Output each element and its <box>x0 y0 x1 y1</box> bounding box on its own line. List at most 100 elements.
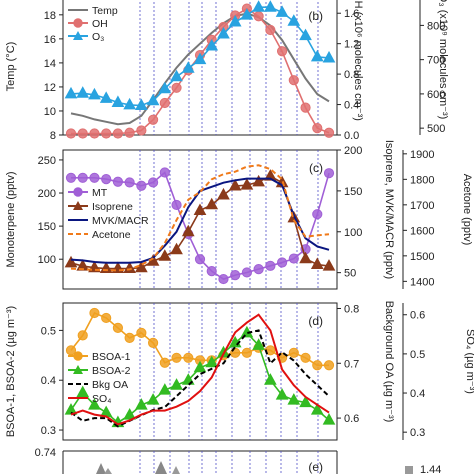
data-point-circle <box>112 176 124 187</box>
data-point-triangle <box>88 398 101 410</box>
series-line <box>71 7 330 135</box>
area-mark <box>96 463 106 474</box>
series-so <box>70 313 330 426</box>
data-point-triangle <box>322 50 336 63</box>
left-tick-label: 200 <box>38 188 56 200</box>
legend-marker <box>73 351 83 361</box>
data-point-circle <box>159 97 170 109</box>
left-axis-label: Monoterpene (pptv) <box>5 172 17 268</box>
data-point-circle <box>65 345 77 356</box>
panel-c: 100 150 200 250 50 100 150 200 1400 1500 1600 1700 1… <box>5 140 473 290</box>
data-point-triangle <box>228 178 242 191</box>
data-point-circle <box>265 24 276 36</box>
legend-marker <box>73 31 83 40</box>
data-point-triangle <box>135 398 148 410</box>
legend-entry: Acetone <box>68 229 131 241</box>
right1-tick-label: 0.7 <box>344 358 359 370</box>
right1-tick-label: 0.4 <box>344 100 359 112</box>
data-point-circle <box>171 82 182 93</box>
series-line <box>70 329 330 428</box>
left-tick-label: 100 <box>38 254 56 266</box>
data-point-circle <box>276 46 288 57</box>
data-point-circle <box>124 127 135 138</box>
left-tick-label: 0.3 <box>41 425 56 437</box>
data-point-triangle <box>64 86 78 99</box>
data-point-circle <box>265 260 276 271</box>
data-point-triangle <box>252 338 265 350</box>
data-point-circle <box>89 128 100 139</box>
data-point-triangle <box>158 383 172 395</box>
data-point-triangle <box>76 86 90 98</box>
left-tick-label: 14 <box>44 58 56 70</box>
data-point-circle <box>171 352 182 363</box>
data-point-triangle <box>158 249 172 261</box>
data-point-triangle <box>170 242 183 255</box>
plot-frame <box>62 149 338 290</box>
data-point-circle <box>65 128 77 139</box>
legend-entry: O₃ <box>68 31 104 43</box>
data-point-circle <box>323 168 335 179</box>
data-point-circle <box>288 347 299 358</box>
data-point-triangle <box>205 355 219 368</box>
right2-tick-label: 800 <box>427 20 445 32</box>
legend-label: BSOA-2 <box>92 365 131 377</box>
series-line <box>70 313 330 426</box>
data-point-triangle <box>76 259 90 271</box>
left-tick-label: 12 <box>44 82 56 94</box>
data-point-circle <box>300 352 311 363</box>
right2-tick-label: 1900 <box>410 149 434 161</box>
right2-tick-label: 1800 <box>410 174 434 186</box>
data-point-circle <box>101 128 112 139</box>
data-point-circle <box>276 257 288 268</box>
right1-axis-label: Isoprene, MVK/MACR (pptv) <box>383 140 395 279</box>
data-point-triangle <box>275 388 289 400</box>
data-point-circle <box>288 75 299 86</box>
legend-label: MT <box>92 187 108 199</box>
data-point-circle <box>241 347 253 358</box>
data-point-triangle <box>287 393 301 405</box>
data-point-circle <box>101 174 112 185</box>
plot-frame <box>62 302 338 441</box>
data-point-circle <box>65 172 77 183</box>
data-point-triangle <box>123 408 136 420</box>
data-point-circle <box>89 172 100 183</box>
series-acetone <box>70 164 330 272</box>
data-point-circle <box>206 266 217 277</box>
legend-label: Bkg OA <box>92 379 128 391</box>
data-point-triangle <box>299 28 312 41</box>
panel-label: (b) <box>308 9 323 23</box>
panel-e: 0.74 1.44 (e) <box>35 447 441 474</box>
data-point-circle <box>77 330 88 341</box>
data-point-triangle <box>299 251 312 264</box>
data-point-circle <box>183 352 194 363</box>
data-point-circle <box>77 128 88 139</box>
legend-entry: Isoprene <box>68 201 133 213</box>
left-tick-label: 250 <box>38 155 56 167</box>
data-point-circle <box>288 253 299 264</box>
right1-tick-label: 1.6 <box>344 8 359 20</box>
legend-label: O₃ <box>92 31 104 43</box>
data-point-triangle <box>264 373 277 385</box>
left-tick-label: 0.4 <box>41 375 56 387</box>
right1-tick-label: 150 <box>344 186 362 198</box>
data-point-triangle <box>252 174 265 187</box>
panel-label: (e) <box>308 460 323 474</box>
data-point-triangle <box>275 5 289 17</box>
right1-tick-label: 200 <box>344 145 362 157</box>
series-oh <box>65 3 335 139</box>
panel-label: (c) <box>309 161 323 175</box>
data-point-circle <box>300 102 311 113</box>
right2-tick-label: 0.4 <box>410 388 425 400</box>
data-point-triangle <box>170 69 183 82</box>
data-point-triangle <box>123 97 136 110</box>
data-point-circle <box>77 172 88 183</box>
legend-label: Acetone <box>92 229 131 241</box>
right1-tick-label: 0.8 <box>344 303 359 315</box>
left-tick-label: 0.74 <box>35 447 56 459</box>
legend-marker <box>73 18 83 28</box>
data-point-triangle <box>193 203 207 216</box>
data-point-triangle <box>299 395 312 408</box>
panel-label: (d) <box>308 314 323 328</box>
data-point-circle <box>218 273 229 285</box>
